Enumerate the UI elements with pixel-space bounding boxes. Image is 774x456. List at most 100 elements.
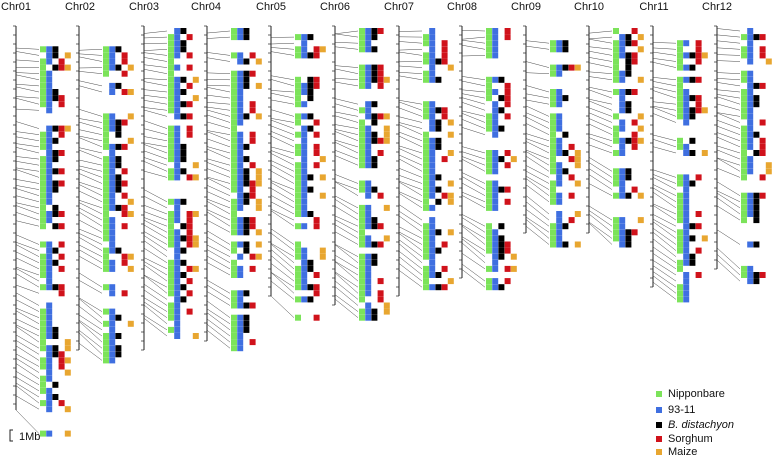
- gene-feature: [588, 174, 638, 193]
- gene-feature: [716, 112, 754, 120]
- gene-feature: [525, 105, 563, 120]
- gene-feature: [78, 306, 134, 327]
- gene-feature: [334, 149, 378, 163]
- gene-feature: [716, 205, 760, 224]
- gene-feature: [15, 98, 65, 108]
- gene-feature: [270, 51, 320, 59]
- gene-feature: [143, 142, 187, 150]
- gene-feature: [15, 382, 59, 400]
- gene-feature: [398, 28, 436, 34]
- gene-feature: [588, 112, 638, 126]
- gene-feature: [270, 249, 314, 272]
- gene-feature: [143, 264, 193, 285]
- gene-feature: [461, 113, 499, 126]
- gene-feature: [398, 233, 442, 254]
- gene-feature: [206, 114, 244, 126]
- gene-feature: [334, 142, 384, 156]
- gene-feature: [206, 300, 250, 321]
- gene-feature: [525, 184, 563, 205]
- gene-feature: [652, 232, 702, 254]
- gene-feature: [270, 131, 308, 144]
- gene-feature: [398, 145, 454, 156]
- gene-feature: [206, 318, 244, 339]
- gene-feature: [270, 119, 314, 132]
- gene-feature: [652, 76, 702, 83]
- gene-feature: [588, 34, 644, 41]
- gene-feature: [143, 274, 187, 291]
- gene-feature: [716, 46, 766, 53]
- gene-feature: [588, 168, 626, 187]
- gene-feature: [270, 46, 326, 53]
- gene-feature: [588, 50, 638, 59]
- gene-feature: [15, 212, 53, 224]
- gene-feature: [398, 175, 454, 187]
- gene-feature: [588, 210, 626, 230]
- gene-feature: [270, 255, 320, 278]
- gene-feature: [143, 144, 187, 156]
- gene-feature: [270, 153, 320, 169]
- gene-feature: [461, 39, 499, 47]
- gene-feature: [270, 182, 326, 199]
- gene-feature: [78, 321, 116, 346]
- gene-feature: [206, 219, 262, 236]
- gene-feature: [206, 211, 256, 230]
- gene-feature: [206, 255, 256, 272]
- gene-feature: [652, 40, 702, 47]
- gene-feature: [270, 210, 320, 230]
- gene-feature: [588, 57, 638, 65]
- gene-feature: [206, 168, 262, 181]
- gene-feature: [143, 128, 193, 138]
- gene-feature: [15, 86, 59, 95]
- gene-feature: [461, 263, 511, 285]
- gene-feature: [270, 232, 326, 254]
- gene-feature: [461, 182, 499, 199]
- gene-feature: [461, 253, 517, 272]
- gene-feature: [15, 273, 65, 291]
- gene-feature: [206, 76, 250, 83]
- gene-feature: [143, 261, 187, 278]
- gene-feature: [15, 358, 71, 376]
- gene-feature: [334, 272, 384, 297]
- gene-feature: [15, 64, 71, 71]
- gene-feature: [206, 201, 237, 217]
- gene-feature: [143, 257, 199, 272]
- gene-feature: [143, 157, 199, 169]
- gene-feature: [15, 376, 53, 394]
- gene-feature: [334, 81, 384, 89]
- gene-feature: [78, 118, 128, 126]
- gene-feature: [398, 154, 436, 169]
- gene-feature: [461, 176, 511, 193]
- chromosome-label: Chr11: [639, 1, 668, 13]
- gene-feature: [334, 33, 378, 41]
- gene-feature: [78, 181, 122, 193]
- chromosome-label: Chr12: [702, 1, 732, 13]
- gene-feature: [525, 201, 575, 224]
- legend-swatch-maize: [656, 449, 662, 455]
- gene-feature: [143, 283, 187, 303]
- gene-feature: [461, 119, 505, 132]
- gene-feature: [270, 118, 320, 126]
- gene-feature: [15, 195, 53, 205]
- gene-feature: [398, 58, 448, 65]
- gene-feature: [270, 201, 314, 217]
- gene-feature: [398, 75, 442, 83]
- gene-feature: [334, 294, 390, 315]
- gene-feature: [78, 297, 116, 315]
- gene-feature: [334, 155, 378, 169]
- gene-feature: [206, 291, 256, 309]
- gene-feature: [78, 228, 116, 242]
- gene-feature: [143, 100, 193, 108]
- gene-feature: [588, 213, 638, 236]
- gene-feature: [206, 262, 244, 278]
- gene-feature: [143, 231, 199, 248]
- gene-feature: [652, 228, 690, 248]
- gene-feature: [206, 121, 237, 132]
- gene-feature: [652, 187, 690, 205]
- gene-feature: [270, 34, 314, 41]
- gene-feature: [461, 224, 505, 242]
- gene-feature: [716, 190, 760, 205]
- gene-feature: [716, 34, 766, 41]
- gene-feature: [334, 181, 384, 199]
- gene-feature: [206, 158, 256, 169]
- gene-feature: [652, 105, 708, 114]
